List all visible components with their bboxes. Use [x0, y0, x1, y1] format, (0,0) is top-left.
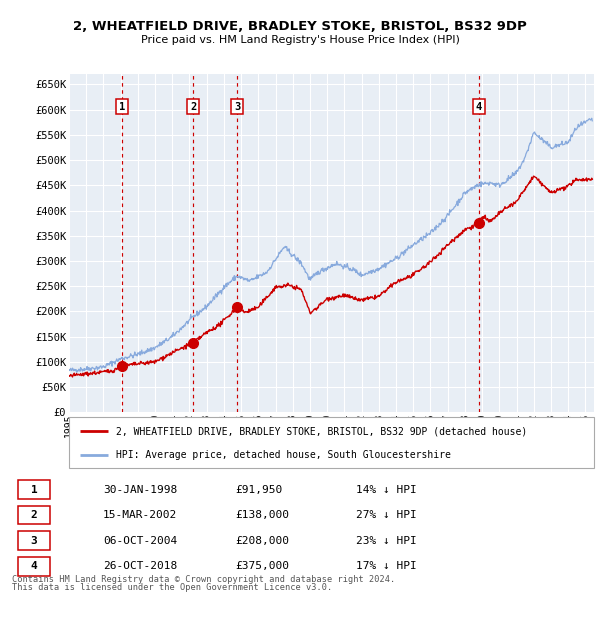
- Text: 2, WHEATFIELD DRIVE, BRADLEY STOKE, BRISTOL, BS32 9DP (detached house): 2, WHEATFIELD DRIVE, BRADLEY STOKE, BRIS…: [116, 427, 527, 436]
- Text: 06-OCT-2004: 06-OCT-2004: [103, 536, 177, 546]
- FancyBboxPatch shape: [18, 506, 50, 525]
- Text: 2, WHEATFIELD DRIVE, BRADLEY STOKE, BRISTOL, BS32 9DP: 2, WHEATFIELD DRIVE, BRADLEY STOKE, BRIS…: [73, 20, 527, 33]
- Text: 27% ↓ HPI: 27% ↓ HPI: [356, 510, 416, 520]
- Text: 17% ↓ HPI: 17% ↓ HPI: [356, 562, 416, 572]
- Text: Price paid vs. HM Land Registry's House Price Index (HPI): Price paid vs. HM Land Registry's House …: [140, 35, 460, 45]
- Text: 4: 4: [476, 102, 482, 112]
- Text: 2: 2: [190, 102, 196, 112]
- Text: 2: 2: [31, 510, 37, 520]
- Text: 3: 3: [31, 536, 37, 546]
- Text: This data is licensed under the Open Government Licence v3.0.: This data is licensed under the Open Gov…: [12, 583, 332, 592]
- Text: 30-JAN-1998: 30-JAN-1998: [103, 484, 177, 495]
- FancyBboxPatch shape: [18, 480, 50, 499]
- Text: £208,000: £208,000: [235, 536, 289, 546]
- Text: HPI: Average price, detached house, South Gloucestershire: HPI: Average price, detached house, Sout…: [116, 450, 451, 461]
- Text: £138,000: £138,000: [235, 510, 289, 520]
- Text: 14% ↓ HPI: 14% ↓ HPI: [356, 484, 416, 495]
- Text: 26-OCT-2018: 26-OCT-2018: [103, 562, 177, 572]
- Text: 23% ↓ HPI: 23% ↓ HPI: [356, 536, 416, 546]
- Text: £91,950: £91,950: [235, 484, 283, 495]
- FancyBboxPatch shape: [18, 557, 50, 576]
- Text: 4: 4: [31, 562, 37, 572]
- Text: 1: 1: [31, 484, 37, 495]
- FancyBboxPatch shape: [69, 417, 594, 468]
- Text: 3: 3: [234, 102, 240, 112]
- Text: Contains HM Land Registry data © Crown copyright and database right 2024.: Contains HM Land Registry data © Crown c…: [12, 575, 395, 584]
- Text: £375,000: £375,000: [235, 562, 289, 572]
- FancyBboxPatch shape: [18, 531, 50, 550]
- Text: 15-MAR-2002: 15-MAR-2002: [103, 510, 177, 520]
- Text: 1: 1: [119, 102, 125, 112]
